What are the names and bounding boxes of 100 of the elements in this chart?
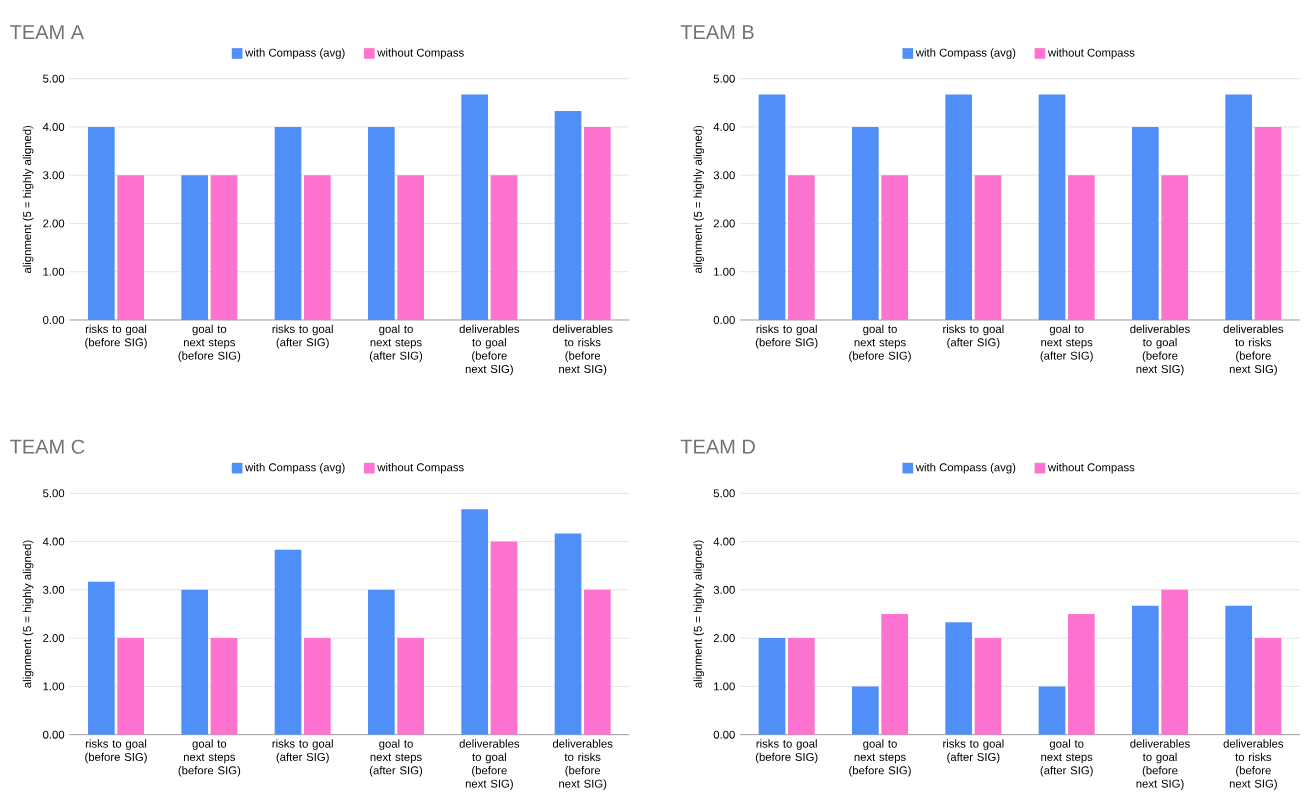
x-tick-label: goal to next steps (after SIG) <box>369 739 423 777</box>
bar <box>1161 590 1189 735</box>
chart-title: TEAM C <box>10 439 85 454</box>
x-tick-label: risks to goal (after SIG) <box>943 739 1004 764</box>
chart-title: TEAM A <box>10 25 85 40</box>
bar <box>881 614 909 735</box>
legend-label: without Compass <box>1047 48 1135 60</box>
y-tick-label: 5.00 <box>43 489 65 498</box>
bar <box>584 590 611 735</box>
y-tick-label: 1.00 <box>714 682 735 691</box>
y-tick-label: 2.00 <box>43 634 65 643</box>
x-tick-label: goal to next steps (after SIG) <box>369 324 423 363</box>
x-tick-label: goal to next steps (before SIG) <box>849 739 911 777</box>
bar <box>304 638 331 735</box>
bar <box>210 175 238 321</box>
chart-title: TEAM B <box>680 25 754 40</box>
bar <box>368 590 395 735</box>
chart-title: TEAM D <box>680 440 755 454</box>
bar <box>88 127 115 321</box>
y-tick-label: 1.00 <box>43 682 65 691</box>
bar <box>788 175 815 321</box>
bar <box>852 686 879 735</box>
legend-label: with Compass (avg) <box>915 463 1016 474</box>
y-tick-label: 5.00 <box>713 74 735 83</box>
x-tick-label: deliverables to goal (before next SIG) <box>459 324 520 376</box>
bar <box>554 111 582 321</box>
bar <box>461 509 488 735</box>
y-axis-title: alignment (5 = highly aligned) <box>22 126 34 274</box>
y-tick-label: 3.00 <box>713 171 735 180</box>
x-tick-label: goal to next steps (after SIG) <box>1040 324 1093 363</box>
legend-label: with Compass (avg) <box>915 48 1016 60</box>
y-axis-title: alignment (5 = highly aligned) <box>693 126 705 274</box>
x-tick-label: risks to goal (after SIG) <box>272 324 333 349</box>
bar <box>758 94 786 321</box>
bar <box>368 127 395 321</box>
bar <box>181 175 209 321</box>
y-axis-title: alignment (5 = highly aligned) <box>693 540 705 688</box>
y-tick-label: 0.00 <box>713 730 735 739</box>
legend-label: with Compass (avg) <box>245 48 345 60</box>
x-tick-label: goal to next steps (before SIG) <box>178 739 241 777</box>
bar <box>1038 94 1066 321</box>
y-tick-label: 4.00 <box>713 123 735 132</box>
bar <box>397 638 425 735</box>
bar <box>1068 175 1095 321</box>
x-tick-label: risks to goal (before SIG) <box>85 739 147 764</box>
bar <box>117 175 145 321</box>
legend-label: without Compass <box>377 463 464 474</box>
x-tick-label: risks to goal (after SIG) <box>272 739 333 764</box>
x-tick-label: deliverables to goal (before next SIG) <box>1130 739 1190 791</box>
y-tick-label: 2.00 <box>713 219 735 228</box>
y-tick-label: 2.00 <box>43 219 65 228</box>
bar <box>88 581 115 735</box>
bar <box>181 590 209 735</box>
x-tick-label: deliverables to goal (before next SIG) <box>459 739 520 791</box>
bar <box>945 94 973 321</box>
x-tick-label: goal to next steps (before SIG) <box>849 324 911 363</box>
x-tick-label: deliverables to risks (before next SIG) <box>1223 324 1284 376</box>
bar <box>881 175 909 321</box>
bar <box>210 638 238 735</box>
y-tick-label: 3.00 <box>713 586 735 595</box>
y-tick-label: 0.00 <box>43 316 65 325</box>
y-tick-label: 3.00 <box>43 586 65 595</box>
bar <box>852 127 879 321</box>
x-tick-label: risks to goal (before SIG) <box>755 739 818 764</box>
y-tick-label: 2.00 <box>713 634 735 643</box>
x-tick-label: risks to goal (after SIG) <box>943 324 1004 349</box>
x-tick-label: goal to next steps (before SIG) <box>178 324 241 363</box>
x-tick-label: deliverables to goal (before next SIG) <box>1130 324 1190 376</box>
x-tick-label: risks to goal (before SIG) <box>755 324 818 349</box>
y-tick-label: 5.00 <box>713 489 735 498</box>
bar <box>1132 605 1159 735</box>
bar <box>1038 686 1066 735</box>
x-tick-label: deliverables to risks (before next SIG) <box>552 324 613 376</box>
y-tick-label: 1.00 <box>43 267 65 276</box>
y-tick-label: 4.00 <box>713 537 735 546</box>
y-axis-title: alignment (5 = highly aligned) <box>22 540 34 688</box>
bar <box>490 541 518 735</box>
bar <box>274 127 302 321</box>
bar <box>274 549 302 735</box>
bar <box>1132 127 1159 321</box>
bar <box>117 638 145 735</box>
y-tick-label: 1.00 <box>714 267 735 276</box>
bar <box>397 175 425 321</box>
y-tick-label: 4.00 <box>42 537 65 546</box>
bar <box>554 533 582 735</box>
bar <box>461 94 488 321</box>
legend-label: with Compass (avg) <box>245 463 345 474</box>
x-tick-label: deliverables to risks (before next SIG) <box>1223 739 1284 791</box>
bar <box>584 127 611 321</box>
bar <box>758 638 786 735</box>
bar <box>1254 638 1282 735</box>
x-tick-label: goal to next steps (after SIG) <box>1040 739 1093 777</box>
legend-label: without Compass <box>1047 463 1135 474</box>
bar <box>1225 94 1253 321</box>
bar <box>1068 614 1095 735</box>
bar <box>974 175 1002 321</box>
bar <box>1161 175 1189 321</box>
bar <box>1225 605 1253 735</box>
bar <box>788 638 815 735</box>
bar <box>1254 127 1282 321</box>
